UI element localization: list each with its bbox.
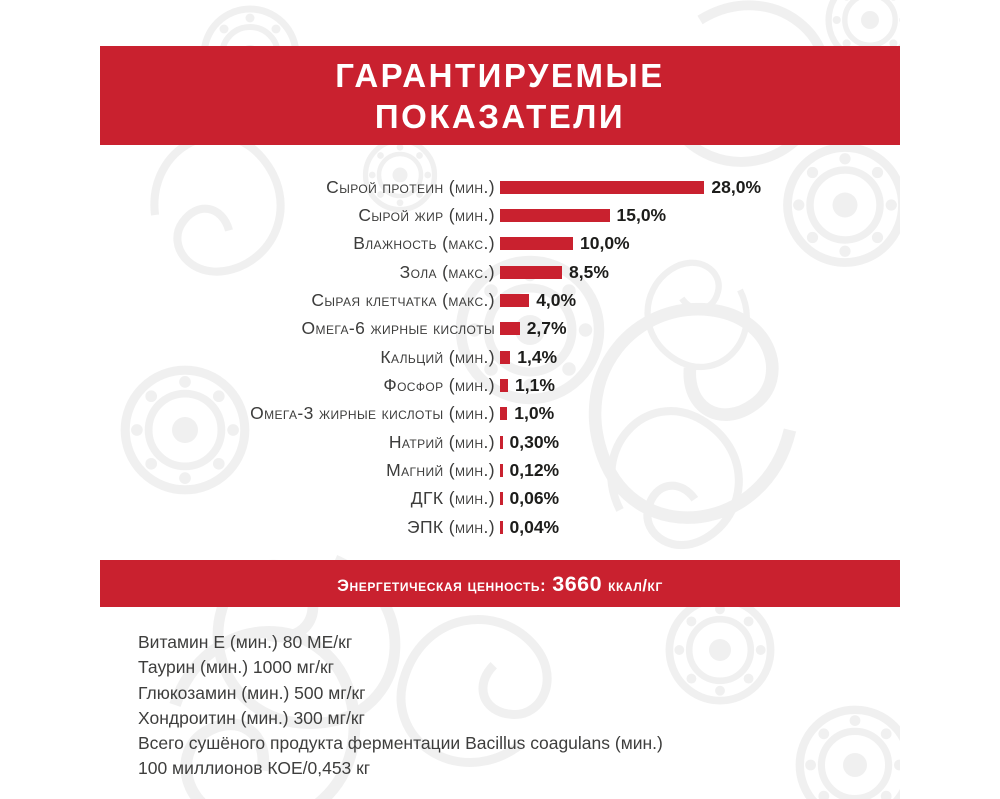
chart-row-bar — [500, 209, 610, 223]
probiotic-note-line-1: Всего сушёного продукта ферментации Baci… — [138, 733, 663, 753]
chart-row-label: Кальций (мин.) — [380, 346, 495, 367]
chart-row-value: 8,5% — [569, 261, 609, 282]
chart-row-bar — [500, 265, 563, 279]
chart-row-bar — [500, 237, 573, 251]
supplement-line: Хондроитин (мин.) 300 мг/кг — [138, 707, 365, 728]
chart-row-bar — [500, 294, 530, 308]
supplement-line: Глюкозамин (мин.) 500 мг/кг — [138, 682, 366, 703]
chart-row-label: Сырой жир (мин.) — [358, 205, 495, 226]
chart-row-bar — [500, 379, 509, 393]
supplement-line: Витамин Е (мин.) 80 МЕ/кг — [138, 632, 353, 652]
chart-row: Зола (макс.) 8,5% — [100, 258, 900, 286]
chart-row-bar — [500, 520, 503, 534]
guaranteed-analysis-bar-chart: Сырой протеин (мин.) 28,0% Сырой жир (ми… — [100, 173, 900, 541]
chart-row-value: 0,06% — [509, 488, 560, 509]
chart-row: Сырая клетчатка (макс.) 4,0% — [100, 286, 900, 314]
patterned-panel: ГАРАНТИРУЕМЫЕ ПОКАЗАТЕЛИ Сырой протеин (… — [100, 0, 900, 799]
chart-row-value: 10,0% — [580, 233, 630, 254]
chart-row-bar — [500, 435, 503, 449]
energy-unit: ккал/кг — [608, 577, 663, 595]
chart-row: Омега-6 жирные кислоты 2,7% — [100, 315, 900, 343]
chart-row-value: 15,0% — [616, 205, 667, 226]
chart-row-label: Зола (макс.) — [399, 261, 495, 282]
chart-row: Сырой протеин (мин.) 28,0% — [100, 173, 900, 201]
chart-row-value: 0,30% — [509, 431, 560, 452]
probiotic-note-line-2: 100 миллионов КОЕ/0,453 кг — [138, 758, 371, 779]
chart-row-label: Влажность (макс.) — [353, 233, 495, 254]
chart-row-label: Омега-3 жирные кислоты (мин.) — [250, 403, 495, 424]
chart-row-value: 2,7% — [526, 318, 567, 339]
chart-row-value: 1,4% — [517, 346, 558, 367]
header-banner: ГАРАНТИРУЕМЫЕ ПОКАЗАТЕЛИ — [100, 46, 900, 145]
chart-row: Омега-3 жирные кислоты (мин.) 1,0% — [100, 400, 900, 428]
chart-row-value: 1,1% — [515, 375, 555, 396]
supplement-line: Таурин (мин.) 1000 мг/кг — [138, 657, 334, 678]
header-title-line-1: ГАРАНТИРУЕМЫЕ — [335, 56, 665, 94]
chart-row-label: Натрий (мин.) — [388, 431, 495, 452]
chart-row-value: 0,04% — [509, 516, 560, 537]
chart-row: Кальций (мин.) 1,4% — [100, 343, 900, 371]
chart-row: Фосфор (мин.) 1,1% — [100, 371, 900, 399]
header-title-line-2: ПОКАЗАТЕЛИ — [374, 97, 626, 135]
energy-label: Энергетическая ценность: — [337, 577, 547, 595]
chart-row: ДГК (мин.) 0,06% — [100, 485, 900, 513]
chart-row-value: 28,0% — [711, 176, 762, 197]
chart-row-label: Фосфор (мин.) — [383, 375, 495, 396]
chart-row: Сырой жир (мин.) 15,0% — [100, 201, 900, 229]
chart-row-bar — [500, 407, 508, 421]
chart-row-bar — [500, 350, 511, 364]
chart-row-label: Омега-6 жирные кислоты — [301, 318, 495, 339]
chart-row-value: 1,0% — [514, 403, 555, 424]
chart-row-label: ЭПК (мин.) — [406, 516, 495, 537]
probiotic-note: Всего сушёного продукта ферментации Baci… — [138, 731, 663, 782]
chart-row: Магний (мин.) 0,12% — [100, 456, 900, 484]
chart-row-value: 4,0% — [536, 290, 577, 311]
energy-value: 3660 — [552, 572, 603, 596]
chart-row: ЭПК (мин.) 0,04% — [100, 513, 900, 541]
chart-row-value: 0,12% — [509, 460, 560, 481]
chart-row-bar — [500, 464, 503, 478]
chart-row-label: ДГК (мин.) — [410, 488, 495, 509]
chart-row-label: Сырой протеин (мин.) — [326, 176, 495, 197]
chart-row-bar — [500, 180, 705, 194]
chart-row-label: Сырая клетчатка (макс.) — [311, 290, 495, 311]
supplements-list: Витамин Е (мин.) 80 МЕ/кг Таурин (мин.) … — [138, 630, 366, 731]
energy-banner: Энергетическая ценность: 3660 ккал/кг — [100, 560, 900, 607]
chart-row: Натрий (мин.) 0,30% — [100, 428, 900, 456]
chart-row: Влажность (макс.) 10,0% — [100, 230, 900, 258]
chart-row-label: Магний (мин.) — [386, 460, 495, 481]
chart-row-bar — [500, 492, 503, 506]
chart-row-bar — [500, 322, 520, 336]
